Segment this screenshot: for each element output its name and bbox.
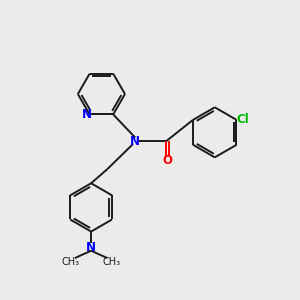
- Text: O: O: [163, 154, 173, 167]
- Text: CH₃: CH₃: [103, 257, 121, 268]
- Text: CH₃: CH₃: [61, 257, 80, 268]
- Text: Cl: Cl: [237, 113, 249, 126]
- Text: N: N: [86, 241, 96, 254]
- Text: N: N: [82, 108, 92, 121]
- Text: N: N: [130, 135, 140, 148]
